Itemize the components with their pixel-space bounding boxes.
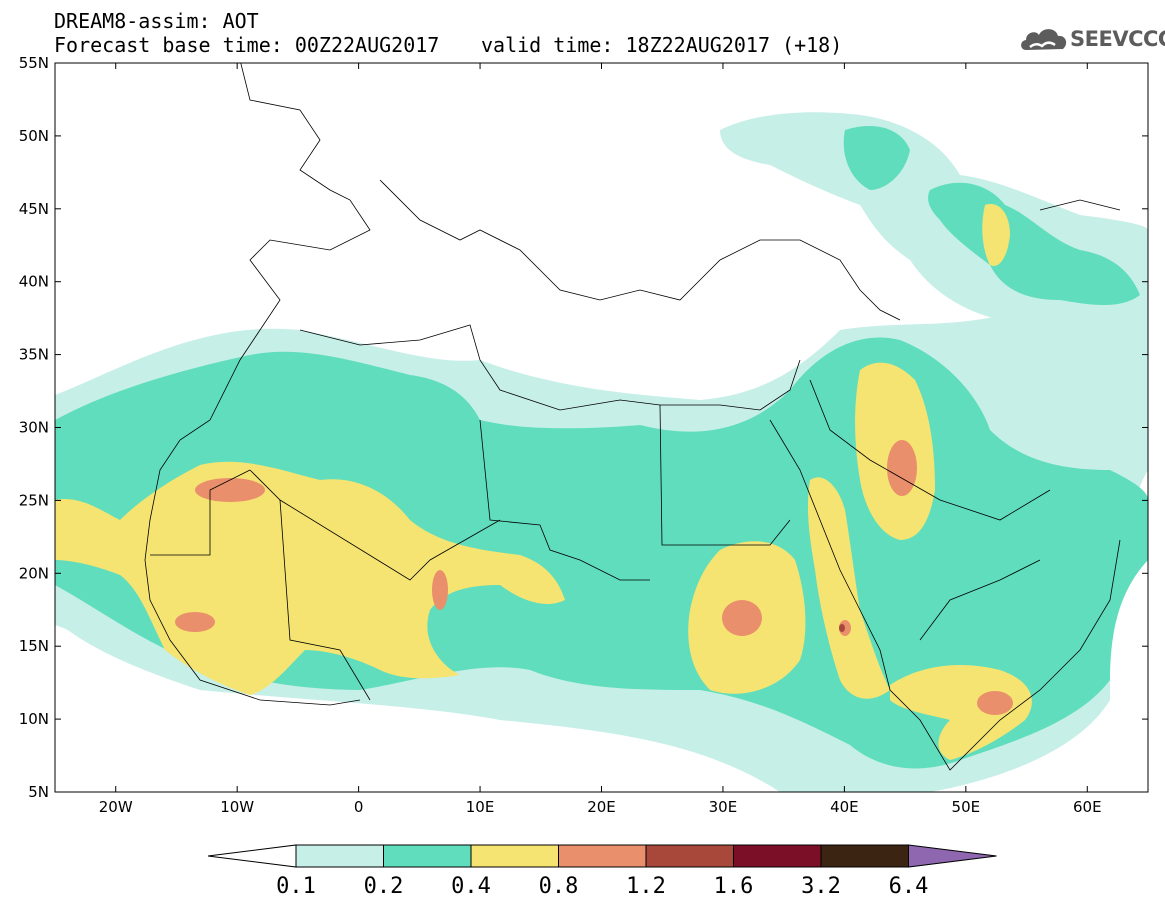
colorbar-low-arrow [207,844,297,868]
lat-label: 10N [19,710,49,728]
border-mauritania [150,469,251,556]
country-borders [144,63,1121,771]
aot-band-0.8-morocco [195,478,265,502]
colorbar-label: 0.8 [539,874,579,899]
colorbar-label: 0.2 [364,874,404,899]
border-mali [279,499,371,701]
lon-label: 10E [466,798,495,816]
aot-band-0.8-senegal [175,612,215,632]
lon-label: 30E [709,798,738,816]
lat-label: 55N [19,54,49,72]
lon-label: 60E [1073,798,1102,816]
chart-title: DREAM8-assim: AOT [54,9,259,33]
valid-time: valid time: 18Z22AUG2017 (+18) [481,33,843,57]
lon-label: 40E [830,798,859,816]
coastline-europe [379,179,901,321]
border-yemen [919,559,1041,641]
aot-contours [55,112,1148,792]
lat-label: 5N [28,783,49,801]
colorbar-label: 3.2 [801,874,841,899]
aot-band-0.4-somalia [890,665,1032,760]
lat-label: 45N [19,200,49,218]
latitude-labels: 5N 10N 15N 20N 25N 30N 35N 40N 45N 50N 55N [19,54,49,801]
colorbar-label: 1.2 [626,874,666,899]
lat-label: 35N [19,346,49,364]
colorbar-swatch [558,844,647,868]
lat-label: 40N [19,273,49,291]
aot-band-0.8-sudan [722,600,762,636]
coastline-red-sea [769,419,1121,771]
colorbar-label: 6.4 [889,874,929,899]
aot-band-0.8-arabia [887,440,917,496]
cloud-icon [1021,29,1067,50]
colorbar-swatch [820,844,909,868]
colorbar: 0.1 0.2 0.4 0.8 1.2 1.6 3.2 6.4 [207,844,997,899]
aot-band-0.2-caspian [928,182,1140,305]
colorbar-label: 0.4 [451,874,491,899]
aot-band-0.8-niger [432,570,448,610]
aot-band-0.2-ukraine [843,126,910,190]
seevccc-logo: SEEVCCC [1018,22,1165,56]
colorbar-swatch [295,844,384,868]
forecast-base-time: Forecast base time: 00Z22AUG2017 [54,33,440,57]
lon-label: 0 [354,798,364,816]
lat-label: 15N [19,637,49,655]
border-libya-chad [479,419,650,581]
lon-label: 20E [587,798,616,816]
colorbar-swatch [733,844,822,868]
border-libya-egypt [659,404,791,546]
lon-label: 10W [220,798,254,816]
coastline-west [144,63,371,706]
coastline-med [299,324,801,411]
colorbar-swatch [645,844,734,868]
colorbar-swatch [383,844,472,868]
lon-label: 50E [952,798,981,816]
aot-band-0.8-somalia [977,691,1013,715]
colorbar-swatch [470,844,559,868]
lat-label: 25N [19,491,49,509]
aot-band-0.4-caspian [982,204,1010,266]
axis-ticks [55,62,1148,793]
colorbar-label: 1.6 [714,874,754,899]
lat-label: 20N [19,564,49,582]
aot-band-0.4-west-africa [55,461,565,695]
border-algeria [249,469,501,581]
logo-text: SEEVCCC [1070,27,1165,51]
lat-label: 50N [19,127,49,145]
lat-label: 30N [19,419,49,437]
colorbar-label: 0.1 [276,874,316,899]
colorbar-high-arrow [908,844,997,868]
lon-label: 20W [99,798,133,816]
aot-band-1.2-eritrea [839,624,845,632]
border-arabia [809,379,1051,521]
longitude-labels: 20W 10W 0 10E 20E 30E 40E 50E 60E [99,798,1102,816]
border-kazakh [1039,199,1121,211]
